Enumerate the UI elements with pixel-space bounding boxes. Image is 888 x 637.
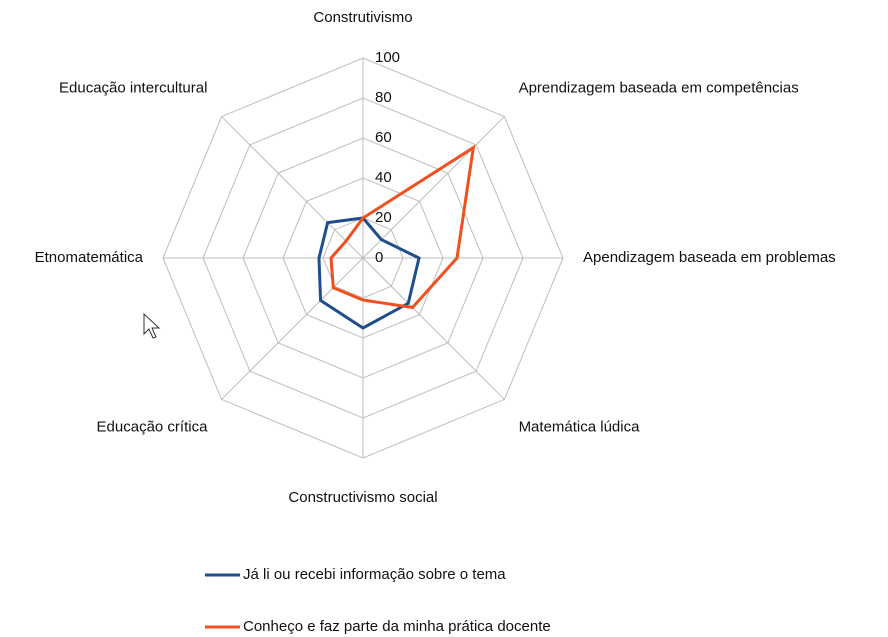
category-label: Etnomatemática bbox=[35, 249, 144, 266]
category-label: Educação intercultural bbox=[59, 79, 207, 96]
category-label: Construtivismo bbox=[313, 9, 412, 26]
grid-ring bbox=[322, 217, 404, 299]
axis-spoke bbox=[362, 257, 505, 400]
r-tick-label: 80 bbox=[375, 89, 392, 106]
r-tick-label: 40 bbox=[375, 169, 392, 186]
grid-ring bbox=[162, 57, 564, 459]
grid-ring bbox=[242, 137, 484, 379]
category-label: Constructivismo social bbox=[288, 489, 437, 506]
axis-spoke bbox=[362, 116, 505, 259]
grid-ring bbox=[282, 177, 444, 339]
category-label: Apendizagem baseada em problemas bbox=[583, 249, 836, 266]
r-tick-label: 0 bbox=[375, 249, 383, 266]
series-line bbox=[329, 144, 476, 310]
axis-spoke bbox=[221, 257, 364, 400]
category-label: Matemática lúdica bbox=[519, 419, 641, 436]
axis-spoke bbox=[221, 116, 364, 259]
series-line bbox=[317, 216, 421, 330]
legend-label: Já li ou recebi informação sobre o tema bbox=[243, 566, 506, 583]
category-label: Educação crítica bbox=[97, 419, 209, 436]
mouse-cursor bbox=[143, 312, 161, 339]
legend-label: Conheço e faz parte da minha prática doc… bbox=[243, 618, 551, 635]
grid-ring bbox=[202, 97, 524, 419]
r-tick-label: 100 bbox=[375, 49, 400, 66]
category-label: Aprendizagem baseada em competências bbox=[519, 79, 799, 96]
r-tick-label: 20 bbox=[375, 209, 392, 226]
r-tick-label: 60 bbox=[375, 129, 392, 146]
